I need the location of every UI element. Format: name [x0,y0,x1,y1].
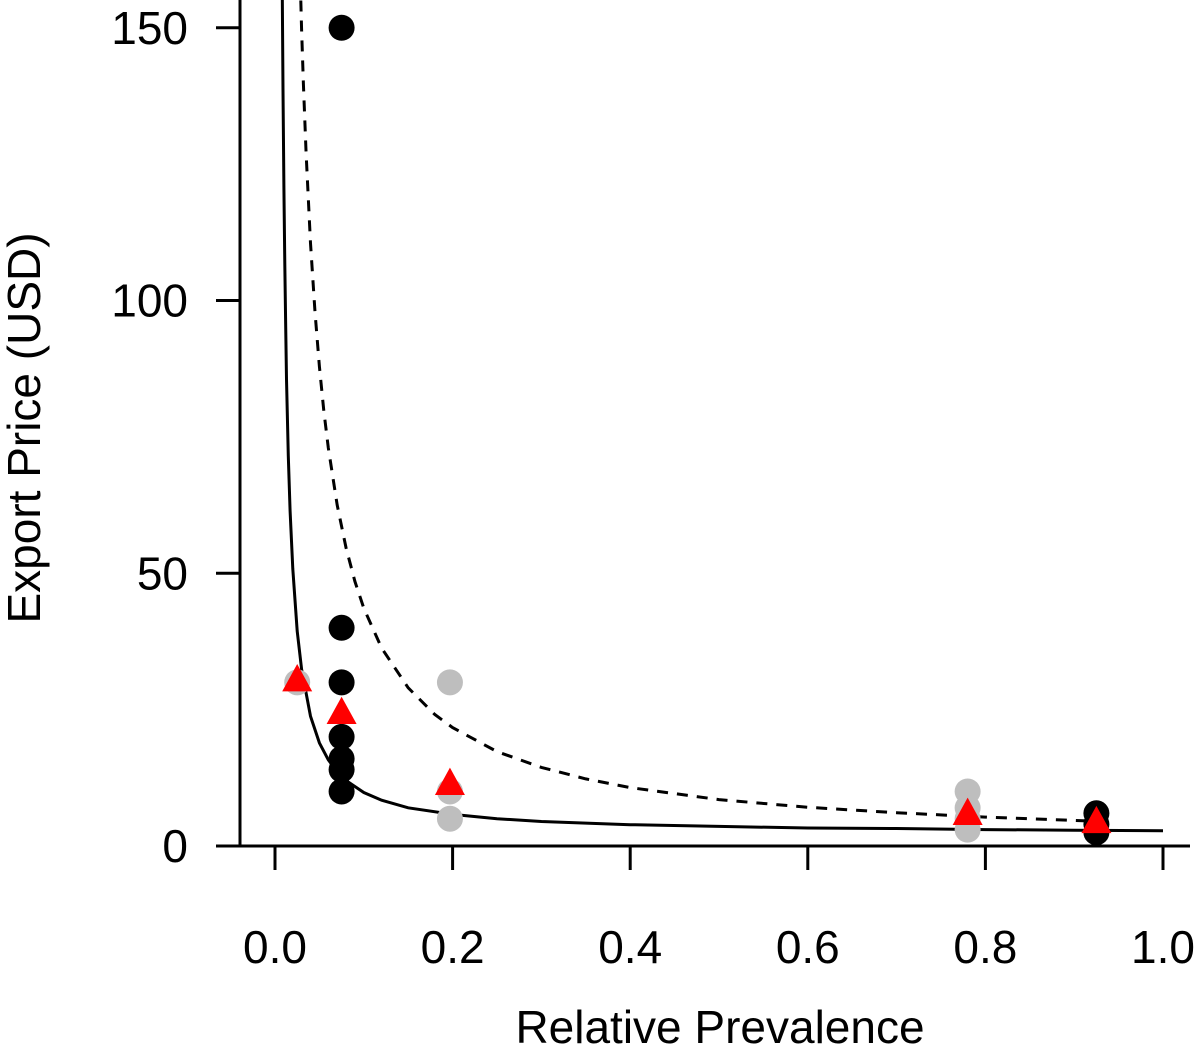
black-point [328,756,355,783]
fitted-curves [280,0,1164,833]
y-tick-label: 150 [111,2,188,54]
y-axis-title: Export Price (USD) [0,232,50,623]
y-tick-label: 50 [137,547,188,599]
x-tick-label: 0.6 [776,921,840,973]
y-tick-label: 100 [111,275,188,327]
black-point [328,614,355,641]
red-triangle-point [326,696,357,725]
y-tick-label: 0 [162,820,188,872]
gray-point [436,669,463,696]
red-triangle-point [952,797,983,825]
x-tick-label: 0.8 [953,921,1017,973]
solid-fit-curve [280,0,1164,833]
red-triangle-point [282,664,313,692]
black-point [328,669,355,696]
data-points [282,14,1112,846]
black-point [328,14,355,41]
red-triangle-point [1081,805,1112,834]
x-tick-label: 0.0 [243,921,307,973]
plot-area [238,0,1190,848]
black-point [328,778,355,805]
red-triangle-point [434,767,465,795]
gray-point [436,805,463,832]
dashed-fit-curve [299,0,1101,823]
x-tick-label: 0.4 [598,921,662,973]
x-axis-title: Relative Prevalence [515,1001,924,1051]
black-point [328,723,355,750]
axis-ticks: 0.0 0.2 0.4 0.6 0.8 1.0 0 50 100 150 [111,2,1195,973]
x-tick-label: 0.2 [421,921,485,973]
x-tick-label: 1.0 [1131,921,1195,973]
